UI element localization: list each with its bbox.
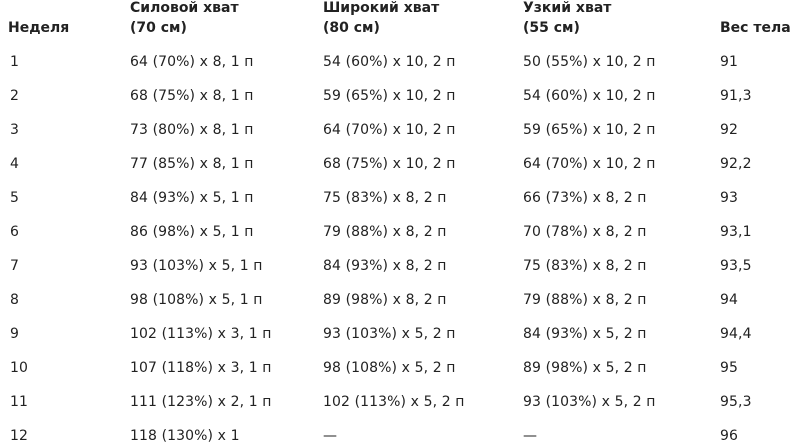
data-cell: 92,2: [720, 156, 752, 172]
data-cell: 84 (93%) x 8, 2 п: [323, 258, 447, 274]
data-cell: 98 (108%) x 5, 2 п: [323, 360, 456, 376]
data-cell: 96: [720, 428, 739, 444]
week-cell: 3: [10, 122, 20, 138]
data-cell: 93,1: [720, 224, 752, 240]
data-cell: 79 (88%) x 8, 2 п: [523, 292, 647, 308]
data-cell: 94,4: [720, 326, 752, 342]
column-header: Неделя: [8, 20, 70, 36]
column-subheader: (55 см): [523, 20, 580, 36]
data-cell: 66 (73%) x 8, 2 п: [523, 190, 647, 206]
data-cell: 93: [720, 190, 739, 206]
data-cell: 93,5: [720, 258, 752, 274]
week-cell: 11: [10, 394, 29, 410]
data-cell: 64 (70%) x 10, 2 п: [523, 156, 656, 172]
data-cell: 50 (55%) x 10, 2 п: [523, 54, 656, 70]
data-cell: 111 (123%) x 2, 1 п: [130, 394, 272, 410]
data-cell: 93 (103%) x 5, 2 п: [523, 394, 656, 410]
week-cell: 4: [10, 156, 20, 172]
column-header: Силовой хват: [130, 0, 239, 16]
data-cell: 93 (103%) x 5, 1 п: [130, 258, 263, 274]
data-cell: 92: [720, 122, 739, 138]
data-cell: 91,3: [720, 88, 752, 104]
data-cell: 64 (70%) x 8, 1 п: [130, 54, 254, 70]
data-cell: 94: [720, 292, 739, 308]
week-cell: 9: [10, 326, 20, 342]
data-cell: 54 (60%) x 10, 2 п: [523, 88, 656, 104]
data-cell: 64 (70%) x 10, 2 п: [323, 122, 456, 138]
week-cell: 7: [10, 258, 20, 274]
data-cell: —: [323, 428, 338, 444]
week-cell: 12: [10, 428, 29, 444]
data-cell: 75 (83%) x 8, 2 п: [323, 190, 447, 206]
data-cell: 107 (118%) x 3, 1 п: [130, 360, 272, 376]
data-cell: 102 (113%) x 3, 1 п: [130, 326, 272, 342]
data-cell: 68 (75%) x 8, 1 п: [130, 88, 254, 104]
data-cell: 79 (88%) x 8, 2 п: [323, 224, 447, 240]
data-cell: 84 (93%) x 5, 1 п: [130, 190, 254, 206]
data-cell: 98 (108%) x 5, 1 п: [130, 292, 263, 308]
data-cell: 89 (98%) x 5, 2 п: [523, 360, 647, 376]
week-cell: 10: [10, 360, 29, 376]
data-cell: 84 (93%) x 5, 2 п: [523, 326, 647, 342]
data-cell: 89 (98%) x 8, 2 п: [323, 292, 447, 308]
week-cell: 6: [10, 224, 20, 240]
column-header: Широкий хват: [323, 0, 440, 16]
column-header: Вес тела: [720, 20, 790, 36]
data-cell: 91: [720, 54, 739, 70]
data-cell: 95: [720, 360, 739, 376]
data-cell: 77 (85%) x 8, 1 п: [130, 156, 254, 172]
data-cell: 59 (65%) x 10, 2 п: [323, 88, 456, 104]
week-cell: 5: [10, 190, 20, 206]
data-cell: 102 (113%) x 5, 2 п: [323, 394, 465, 410]
data-cell: 95,3: [720, 394, 752, 410]
column-subheader: (80 см): [323, 20, 380, 36]
week-cell: 8: [10, 292, 20, 308]
column-header: Узкий хват: [523, 0, 612, 16]
data-cell: 70 (78%) x 8, 2 п: [523, 224, 647, 240]
week-cell: 1: [10, 54, 20, 70]
data-cell: 86 (98%) x 5, 1 п: [130, 224, 254, 240]
data-cell: 118 (130%) x 1: [130, 428, 240, 444]
column-subheader: (70 см): [130, 20, 187, 36]
data-cell: 75 (83%) x 8, 2 п: [523, 258, 647, 274]
data-cell: 68 (75%) x 10, 2 п: [323, 156, 456, 172]
data-cell: 59 (65%) x 10, 2 п: [523, 122, 656, 138]
data-cell: 73 (80%) x 8, 1 п: [130, 122, 254, 138]
week-cell: 2: [10, 88, 20, 104]
data-cell: 93 (103%) x 5, 2 п: [323, 326, 456, 342]
data-cell: —: [523, 428, 538, 444]
data-cell: 54 (60%) x 10, 2 п: [323, 54, 456, 70]
